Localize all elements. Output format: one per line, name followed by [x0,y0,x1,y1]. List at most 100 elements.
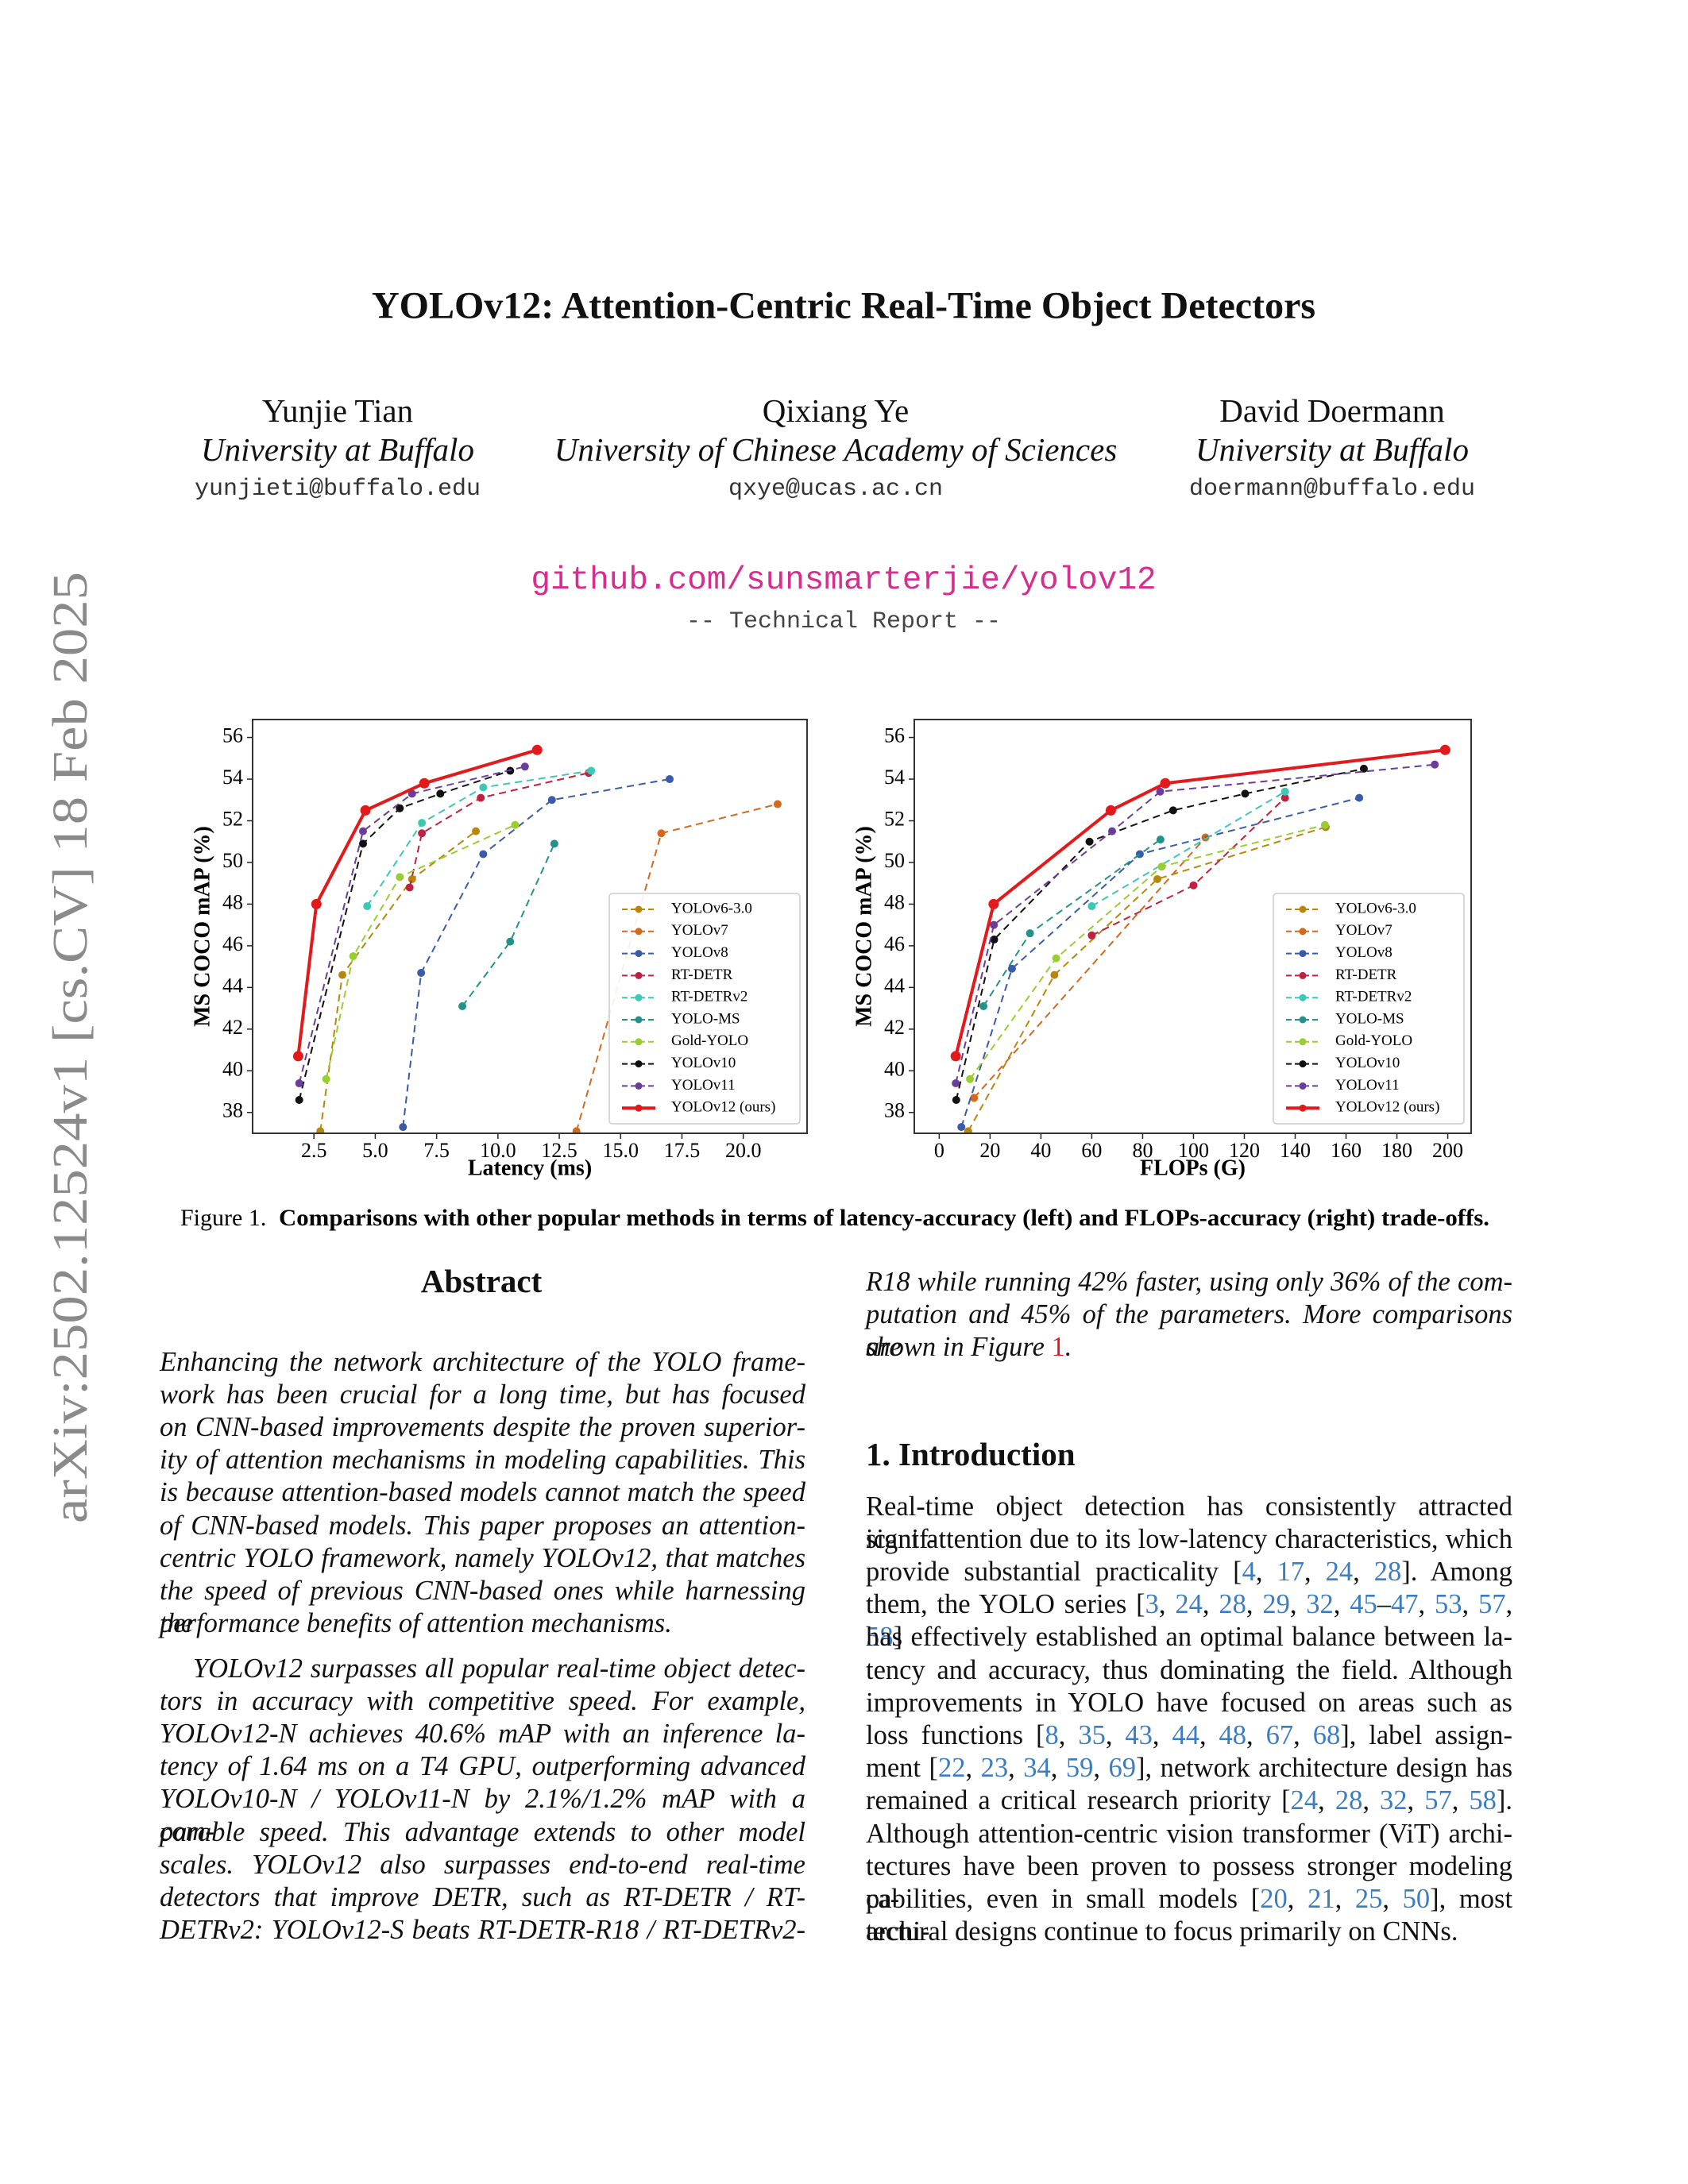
text-line: on CNN-based improvements despite the pr… [160,1411,805,1444]
legend-label: Gold-YOLO [1335,1032,1412,1049]
text-run: , [1246,1719,1266,1750]
series-line [296,748,538,1057]
text-line: detectors that improve DETR, such as RT-… [160,1881,805,1914]
citation[interactable]: 32 [1380,1785,1408,1816]
citation[interactable]: 25 [1354,1883,1383,1914]
text-line: putation and 45% of the parameters. More… [866,1298,1512,1362]
citation[interactable]: 57 [1477,1589,1506,1620]
email: yunjieti@buffalo.edu [194,476,481,503]
y-tick-label: 52 [884,807,905,830]
text-run: DETRv2: YOLOv12-S beats RT-DETR-R18 / RT… [160,1915,805,1946]
legend-marker [1299,905,1307,913]
data-point [405,883,414,892]
citation[interactable]: 67 [1265,1719,1294,1750]
citation[interactable]: 3 [1145,1589,1159,1620]
citation[interactable]: 32 [1306,1589,1334,1620]
citation[interactable]: 57 [1424,1785,1452,1816]
y-tick-label: 50 [884,849,905,872]
citation[interactable]: 4 [1242,1556,1256,1587]
legend-marker [1299,928,1307,936]
caption-text: Comparisons with other popular methods i… [279,1205,1489,1231]
citation[interactable]: 69 [1108,1753,1136,1784]
legend-label: YOLOv8 [1335,944,1393,961]
legend-label: RT-DETR [671,967,733,983]
text-run: them, the YOLO series [ [866,1589,1145,1620]
x-axis-label: FLOPs (G) [1140,1156,1246,1180]
citation[interactable]: 59 [1065,1753,1094,1784]
text-run: tency of 1.64 ms on a T4 GPU, outperform… [160,1751,805,1782]
citation[interactable]: 28 [1373,1556,1402,1587]
text-run: Enhancing the network architecture of th… [160,1346,805,1377]
citation[interactable]: 20 [1260,1883,1288,1914]
series-line [325,824,516,1080]
text-run: YOLOv12 surpasses all popular real-time … [193,1653,805,1684]
figure-ref[interactable]: 1 [1051,1331,1065,1362]
citation[interactable]: 28 [1335,1785,1363,1816]
text-run: ], most archi- [866,1883,1513,1947]
series-line [955,767,1365,1101]
y-tick-label: 56 [884,724,905,747]
citation[interactable]: 28 [1219,1589,1246,1620]
text-run: icant attention due to its low-latency c… [866,1523,1512,1554]
author-name: Yunjie Tian [261,392,414,429]
citation[interactable]: 22 [937,1753,966,1784]
abstract-heading: Abstract [420,1263,543,1299]
citation[interactable]: 35 [1078,1719,1106,1750]
report-note: -- Technical Report -- [686,608,1002,635]
data-point [436,789,445,798]
x-tick-label: 40 [1030,1139,1051,1162]
citation[interactable]: 8 [1045,1719,1059,1750]
citation[interactable]: 58 [866,1622,894,1653]
x-axis-label: Latency (ms) [468,1156,592,1180]
text-run: ]. [1496,1785,1512,1816]
data-point [950,1051,961,1062]
citation[interactable]: 45 [1350,1589,1377,1620]
citation[interactable]: 50 [1402,1883,1431,1914]
text-run: of CNN-based models. This paper proposes… [160,1510,805,1541]
citation[interactable]: 34 [1023,1753,1051,1784]
text-run: improvements in YOLO have focused on are… [866,1687,1512,1718]
text-run: , [1407,1785,1425,1816]
citation[interactable]: 24 [1290,1785,1319,1816]
citation[interactable]: 53 [1434,1589,1462,1620]
data-point [418,829,427,838]
citation[interactable]: 48 [1219,1719,1247,1750]
citation[interactable]: 17 [1277,1556,1305,1587]
text-run: , [1255,1556,1277,1587]
y-tick-label: 38 [222,1099,243,1122]
legend-marker [635,1060,643,1068]
text-run: , [1304,1556,1326,1587]
text-run: , [1505,1589,1513,1620]
series-line [960,797,1360,1128]
data-point [1087,931,1096,940]
citation[interactable]: 43 [1125,1719,1153,1750]
legend-box [608,893,801,1125]
legend-marker [1299,971,1307,979]
text-run: , [1152,1719,1172,1750]
y-tick-label: 46 [884,932,905,955]
citation[interactable]: 44 [1172,1719,1199,1750]
citation[interactable]: 23 [980,1753,1009,1784]
citation[interactable]: 21 [1308,1883,1335,1914]
data-point [1157,862,1166,871]
citation[interactable]: 24 [1325,1556,1354,1587]
series-line [298,770,511,1101]
text-run: shown in Figure [866,1331,1052,1362]
data-point [1153,874,1162,883]
text-line: icant attention due to its low-latency c… [866,1523,1512,1556]
citation[interactable]: 47 [1391,1589,1419,1620]
citation[interactable]: 58 [1469,1785,1497,1816]
legend-marker [635,1016,643,1024]
legend-label: YOLOv7 [671,922,728,939]
data-point [587,766,596,775]
legend-label: YOLOv7 [1335,922,1393,939]
data-point [666,775,674,784]
citation[interactable]: 29 [1262,1589,1290,1620]
citation[interactable]: 24 [1175,1589,1203,1620]
series-line [366,770,592,907]
citation[interactable]: 68 [1312,1719,1341,1750]
repo-link[interactable]: github.com/sunsmarterjie/yolov12 [531,562,1157,599]
x-tick-label: 160 [1331,1139,1362,1162]
text-run: YOLOv10-N / YOLOv11-N by 2.1%/1.2% mAP w… [160,1784,805,1847]
